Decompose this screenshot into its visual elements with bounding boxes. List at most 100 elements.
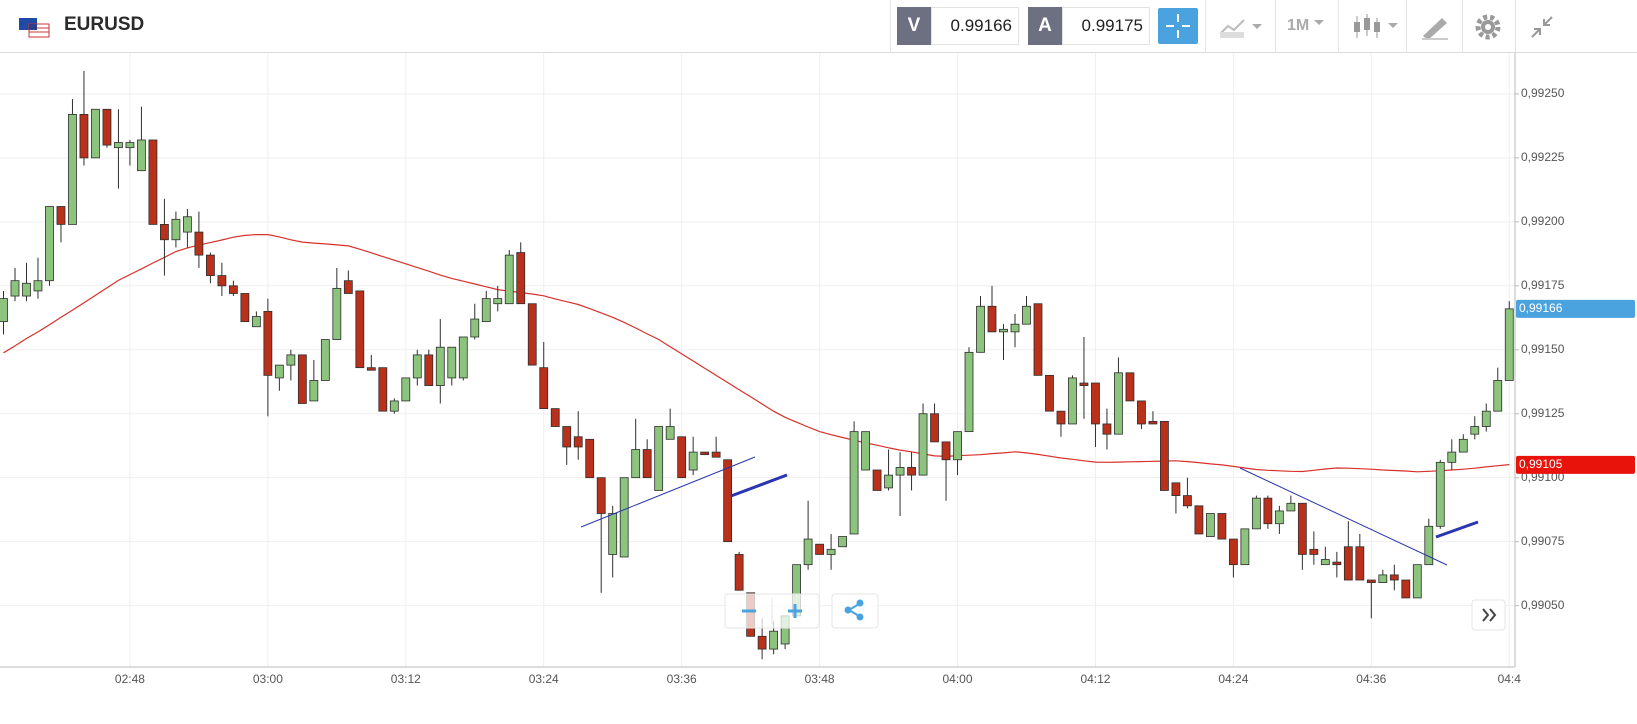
separator xyxy=(1406,0,1407,52)
timeframe-button[interactable]: 1M xyxy=(1287,17,1310,34)
candle-body xyxy=(700,451,710,456)
x-tick-label: 02:48 xyxy=(115,672,145,686)
us-canton xyxy=(29,24,37,30)
candle-body xyxy=(102,108,112,146)
candle-body xyxy=(1263,497,1273,525)
share-button[interactable] xyxy=(831,593,879,629)
candle-body xyxy=(596,477,606,514)
candle-body xyxy=(114,142,123,149)
price-tag-label: 0,99105 xyxy=(1519,457,1563,471)
labels: 0,990500,990750,991000,991250,991500,991… xyxy=(115,86,1635,686)
scroll-end-button[interactable] xyxy=(1471,599,1506,631)
candle-body xyxy=(1286,502,1296,512)
candle-body xyxy=(217,275,227,287)
candle-body xyxy=(481,298,491,323)
candle-body xyxy=(1091,382,1100,425)
candle-body xyxy=(550,408,560,427)
candle-body xyxy=(1068,377,1077,425)
y-tick-label: 0,99250 xyxy=(1521,86,1565,100)
candle-body xyxy=(1194,505,1204,535)
candle-body xyxy=(435,346,445,386)
candle-body xyxy=(194,231,204,256)
candle-body xyxy=(332,287,342,340)
candle-body xyxy=(10,280,20,297)
draw-button[interactable] xyxy=(1420,14,1450,40)
share-icon xyxy=(844,606,852,614)
symbol: EURUSD xyxy=(64,14,145,35)
candle-body xyxy=(1137,400,1146,425)
candle-body xyxy=(516,252,526,305)
chart-type-button[interactable] xyxy=(1350,12,1400,42)
candle-body xyxy=(1045,374,1054,412)
candle-body xyxy=(91,108,100,159)
indicator-button[interactable] xyxy=(1218,14,1268,40)
candle-body xyxy=(458,336,468,379)
candle-body xyxy=(45,206,54,282)
trend-line xyxy=(1435,520,1479,539)
candle-body xyxy=(573,436,583,448)
candle-body xyxy=(527,303,537,366)
sell-button[interactable]: V xyxy=(897,7,931,45)
candle-body xyxy=(1355,546,1365,581)
candle-body xyxy=(309,380,319,402)
crosshair-button[interactable] xyxy=(1158,8,1198,44)
candle-body xyxy=(205,254,215,276)
candle-body xyxy=(884,474,893,489)
settings-button[interactable] xyxy=(1474,13,1502,41)
candle-body xyxy=(1297,502,1307,555)
x-tick-label: 03:24 xyxy=(529,672,559,686)
candle-body xyxy=(424,354,434,386)
candle-body xyxy=(1251,497,1261,530)
collapse-button[interactable] xyxy=(1528,13,1556,41)
buy-button[interactable]: A xyxy=(1028,7,1062,45)
trend-line xyxy=(580,456,756,528)
candles xyxy=(0,70,1514,660)
candle-body xyxy=(619,477,629,558)
x-tick-label: 04:24 xyxy=(1218,672,1248,686)
candle-body xyxy=(1309,548,1319,555)
candle-body xyxy=(987,305,997,333)
candle-body xyxy=(895,467,905,476)
candle-body xyxy=(183,216,192,233)
candle-body xyxy=(493,298,503,305)
candle-body xyxy=(1435,461,1445,527)
candle-body xyxy=(941,441,951,461)
candle-body xyxy=(401,377,411,402)
candle-body xyxy=(953,431,962,461)
candle-body xyxy=(999,328,1008,333)
x-tick-label: 03:00 xyxy=(253,672,283,686)
candle-body xyxy=(1493,380,1503,412)
candle-body xyxy=(33,280,43,292)
zoom-controls xyxy=(724,593,1506,631)
ma-layer xyxy=(3,234,1510,473)
x-tick-label: 04:12 xyxy=(1080,672,1110,686)
candle-body xyxy=(240,293,250,323)
candle-body xyxy=(1125,372,1135,402)
x-tick-label: 03:48 xyxy=(805,672,835,686)
y-tick-label: 0,99050 xyxy=(1521,598,1565,612)
x-tick-label: 03:12 xyxy=(391,672,421,686)
candle-body xyxy=(297,354,307,404)
zoom-in-button[interactable] xyxy=(788,604,802,618)
candle-body xyxy=(148,139,158,225)
separator xyxy=(1275,0,1276,52)
candle-body xyxy=(665,426,675,440)
candle-body xyxy=(1470,426,1480,435)
x-tick-label: 04:00 xyxy=(943,672,973,686)
candle-body xyxy=(1022,305,1031,325)
y-tick-label: 0,99200 xyxy=(1521,214,1565,228)
candle-body xyxy=(389,400,399,412)
candle-body xyxy=(803,538,813,566)
chevron xyxy=(1489,608,1497,622)
candle-body xyxy=(815,543,824,555)
grid xyxy=(0,53,1515,667)
candle-body xyxy=(1183,495,1192,507)
price-tag xyxy=(1516,299,1635,318)
candle-body xyxy=(274,364,284,379)
candle-body xyxy=(677,436,687,479)
toolbar: EURUSD V 0.99166 A 0.99175 1M xyxy=(0,0,1637,53)
candle-body xyxy=(654,426,664,491)
candle-body xyxy=(1010,323,1020,333)
candle-body xyxy=(0,298,8,323)
candle-body xyxy=(1217,513,1227,540)
